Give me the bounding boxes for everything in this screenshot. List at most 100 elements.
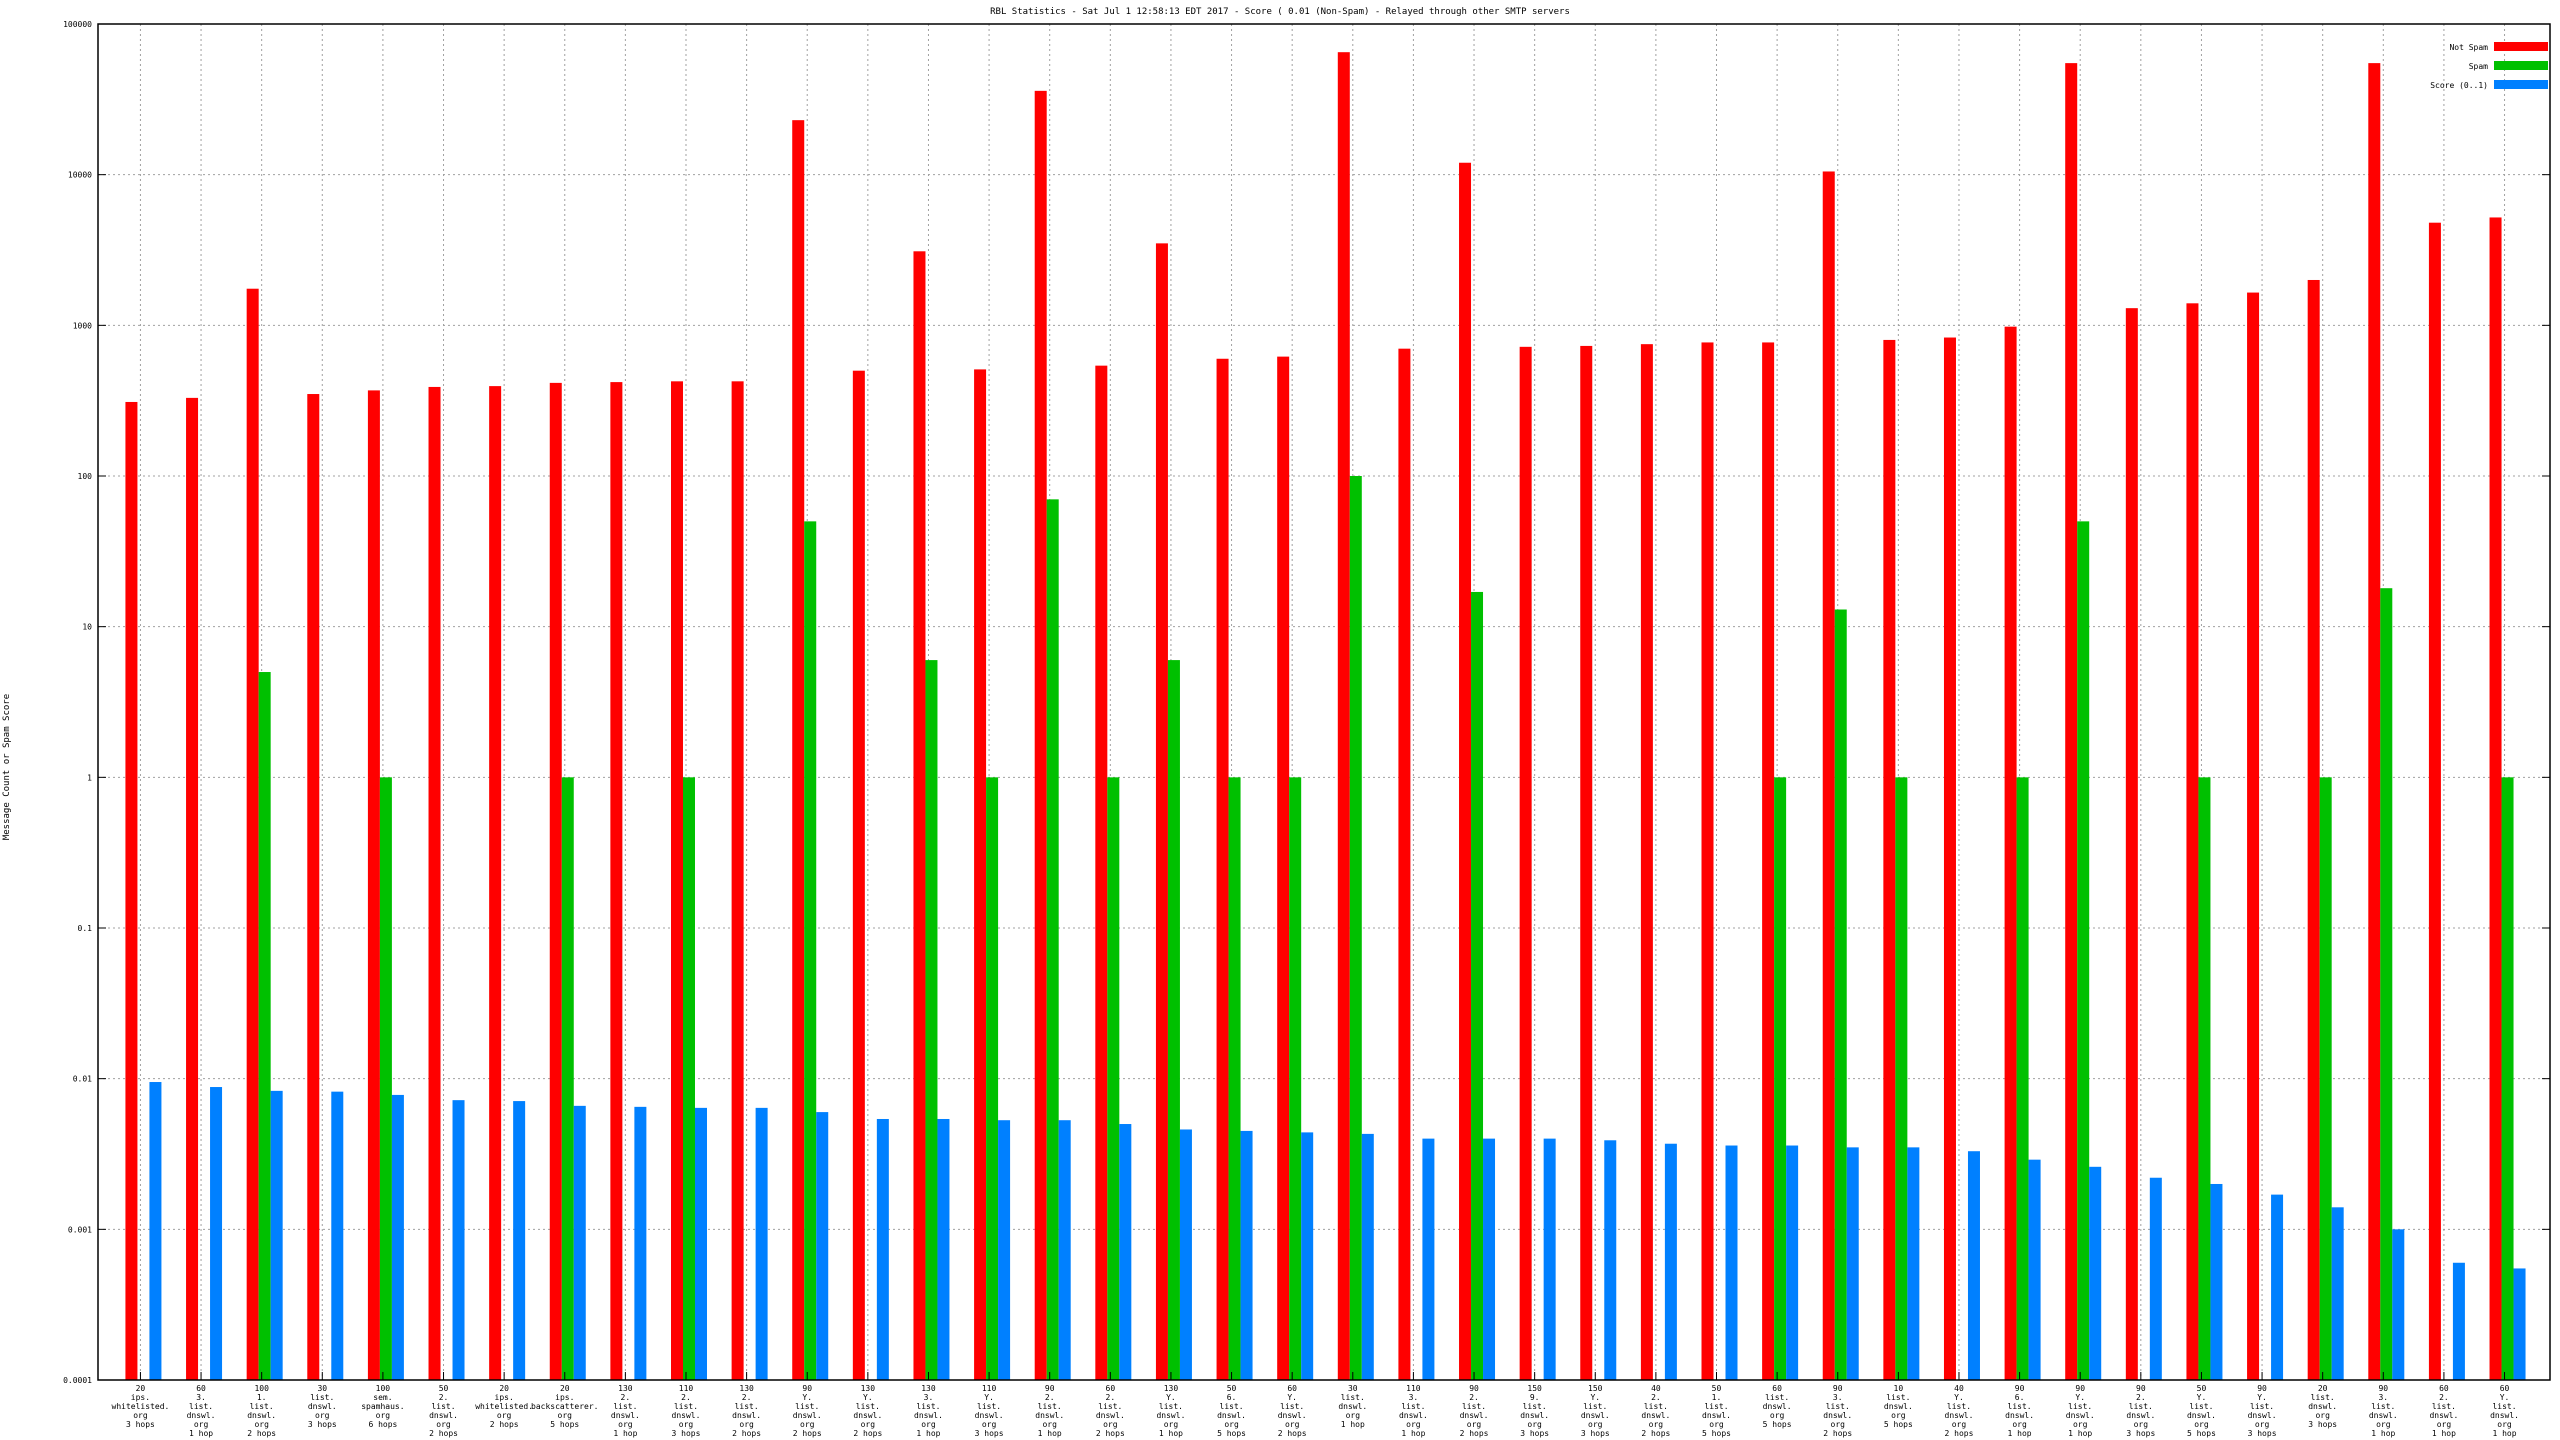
x-tick-label: 20 ips. backscatterer. org 5 hops [531,1384,598,1429]
x-tick-label-line: 50 [1712,1384,1722,1393]
x-tick-label-line: 5 hops [550,1420,579,1429]
x-tick-label-line: 60 [1287,1384,1297,1393]
y-tick-label: 1000 [73,321,92,330]
x-tick-label: 40 2. list. dnswl. org 2 hops [1641,1384,1670,1438]
x-tick-label-line: dnswl. [1156,1411,1185,1420]
y-tick-label: 0.0001 [63,1376,92,1385]
x-tick-label: 90 Y. list. dnswl. org 2 hops [793,1384,822,1438]
x-tick-label-line: dnswl. [187,1411,216,1420]
bar-not-spam [2368,63,2381,1381]
bar-not-spam [974,369,987,1380]
bar-spam [2380,588,2393,1380]
bar-score-0-1 [1483,1138,1496,1380]
x-tick-label-line: 2. [1651,1393,1661,1402]
x-tick-label-line: 1. [257,1393,267,1402]
x-tick-label-line: 3. [196,1393,206,1402]
x-tick-label-line: list. [2129,1402,2153,1411]
bar-score-0-1 [2331,1207,2344,1380]
y-tick-label: 0.1 [78,924,93,933]
x-tick-label-line: list. [674,1402,698,1411]
x-tick-label: 90 6. list. dnswl. org 1 hop [2005,1384,2034,1438]
x-tick-label: 130 Y. list. dnswl. org 1 hop [1156,1384,1185,1438]
bar-spam [2077,521,2090,1380]
x-tick-label-line: 2. [742,1393,752,1402]
bar-score-0-1 [876,1118,889,1380]
x-tick-label-line: list. [2371,1402,2395,1411]
x-tick-label-line: 3 hops [1581,1429,1610,1438]
x-tick-label: 90 2. list. dnswl. org 2 hops [1460,1384,1489,1438]
x-tick-label-line: 6. [2015,1393,2025,1402]
bar-not-spam [1034,90,1047,1380]
bar-spam [1895,777,1908,1380]
x-tick-label-line: 1 hop [613,1429,637,1438]
bar-not-spam [1519,346,1532,1380]
bar-not-spam [792,120,805,1380]
x-tick-label-line: 90 [2257,1384,2267,1393]
bar-score-0-1 [2149,1177,2162,1380]
bar-score-0-1 [513,1101,526,1380]
x-tick-label-line: list. [1462,1402,1486,1411]
x-tick-label-line: list. [1038,1402,1062,1411]
bar-not-spam [1277,356,1290,1380]
bar-not-spam [1216,358,1229,1380]
x-tick-label-line: org [1285,1420,1300,1429]
bar-not-spam [852,370,865,1381]
x-tick-label-line: org [2134,1420,2149,1429]
x-tick-label: 60 list. dnswl. org 5 hops [1763,1384,1792,1429]
x-tick-label-line: 1 hop [1038,1429,1062,1438]
x-tick-label-line: dnswl. [2308,1402,2337,1411]
x-tick-label-line: list. [613,1402,637,1411]
bar-not-spam [2065,63,2078,1381]
bar-not-spam [2186,303,2199,1381]
x-tick-label-line: list. [1280,1402,1304,1411]
bar-score-0-1 [2210,1183,2223,1380]
x-tick-label-line: org [1042,1420,1057,1429]
bar-score-0-1 [210,1087,223,1380]
x-tick-label-line: 90 [1045,1384,1055,1393]
x-tick-label-line: org [558,1411,573,1420]
x-tick-label-line: org [2497,1420,2512,1429]
grid-lines [98,23,2550,1381]
bar-spam [1107,777,1120,1380]
x-tick-label-line: org [982,1420,997,1429]
x-tick-label-line: 5 hops [2187,1429,2216,1438]
x-tick-label-line: 3. [2378,1393,2388,1402]
bar-not-spam [2004,326,2017,1380]
x-tick-label-line: list. [2432,1402,2456,1411]
x-tick-label-line: org [2376,1420,2391,1429]
x-tick-label-line: org [497,1411,512,1420]
x-tick-label: 20 list. dnswl. org 3 hops [2308,1384,2337,1429]
x-tick-label-line: 2. [1469,1393,1479,1402]
x-tick-label-line: 110 [679,1384,694,1393]
x-tick-label-line: 2 hops [1945,1429,1974,1438]
x-tick-label: 10 list. dnswl. org 5 hops [1884,1384,1913,1429]
x-tick-label-line: 20 [499,1384,509,1393]
x-tick-label-line: 20 [560,1384,570,1393]
x-tick-label-line: ips. [555,1393,574,1402]
bar-spam [1167,660,1180,1380]
x-tick-label-line: org [800,1420,815,1429]
x-tick-label-line: 130 [1164,1384,1179,1393]
x-tick-label-line: 130 [739,1384,754,1393]
x-tick-label-line: list. [1341,1393,1365,1402]
x-tick-label-line: org [861,1420,876,1429]
bar-not-spam [2307,279,2320,1380]
bar-spam [804,521,817,1380]
x-tick-label-line: 30 [1348,1384,1358,1393]
bar-not-spam [913,251,926,1380]
x-tick-label-line: 3. [924,1393,934,1402]
x-tick-label-line: org [2012,1420,2027,1429]
x-tick-label-line: dnswl. [2369,1411,2398,1420]
x-tick-label-line: 90 [2378,1384,2388,1393]
bar-not-spam [1701,342,1714,1380]
x-tick-label-line: 1 hop [1159,1429,1183,1438]
x-tick-label-line: 110 [1406,1384,1421,1393]
bar-not-spam [1337,52,1350,1380]
bar-score-0-1 [755,1107,768,1380]
x-tick-label-line: org [133,1411,148,1420]
bar-score-0-1 [149,1082,162,1380]
x-tick-label-line: list. [310,1393,334,1402]
x-tick-label-line: org [2255,1420,2270,1429]
x-tick-label-line: 40 [1651,1384,1661,1393]
